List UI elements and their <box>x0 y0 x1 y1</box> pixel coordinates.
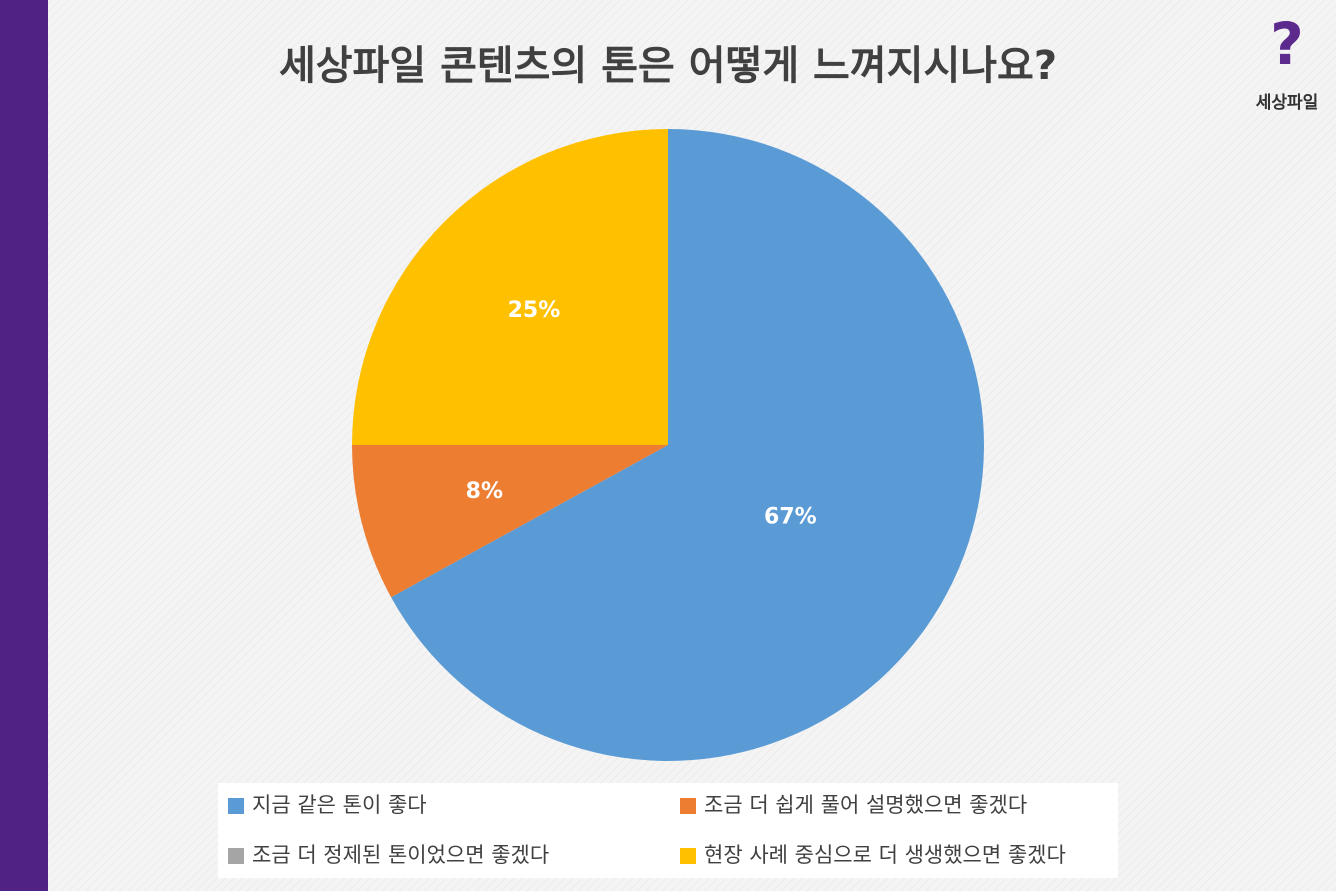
pie-slice <box>352 129 668 445</box>
pie-slice <box>391 129 985 762</box>
logo-mark: ? <box>1270 10 1304 78</box>
legend-swatch <box>228 848 244 864</box>
legend-box <box>218 783 1118 878</box>
data-label: 67% <box>764 504 817 529</box>
legend-label: 현장 사례 중심으로 더 생생했으면 좋겠다 <box>704 843 1066 867</box>
pie-slice <box>352 445 668 598</box>
legend-label: 지금 같은 톤이 좋다 <box>252 793 427 817</box>
data-label: 25% <box>508 298 561 323</box>
legend-label: 조금 더 쉽게 풀어 설명했으면 좋겠다 <box>704 793 1027 817</box>
side-bar <box>0 0 48 891</box>
logo-text: 세상파일 <box>1256 93 1319 113</box>
chart-title: 세상파일 콘텐츠의 톤은 어떻게 느껴지시나요? <box>279 43 1057 89</box>
legend-swatch <box>680 848 696 864</box>
data-label: 8% <box>466 479 503 504</box>
legend-swatch <box>228 798 244 814</box>
legend-label: 조금 더 정제된 톤이었으면 좋겠다 <box>252 843 549 867</box>
legend-swatch <box>680 798 696 814</box>
